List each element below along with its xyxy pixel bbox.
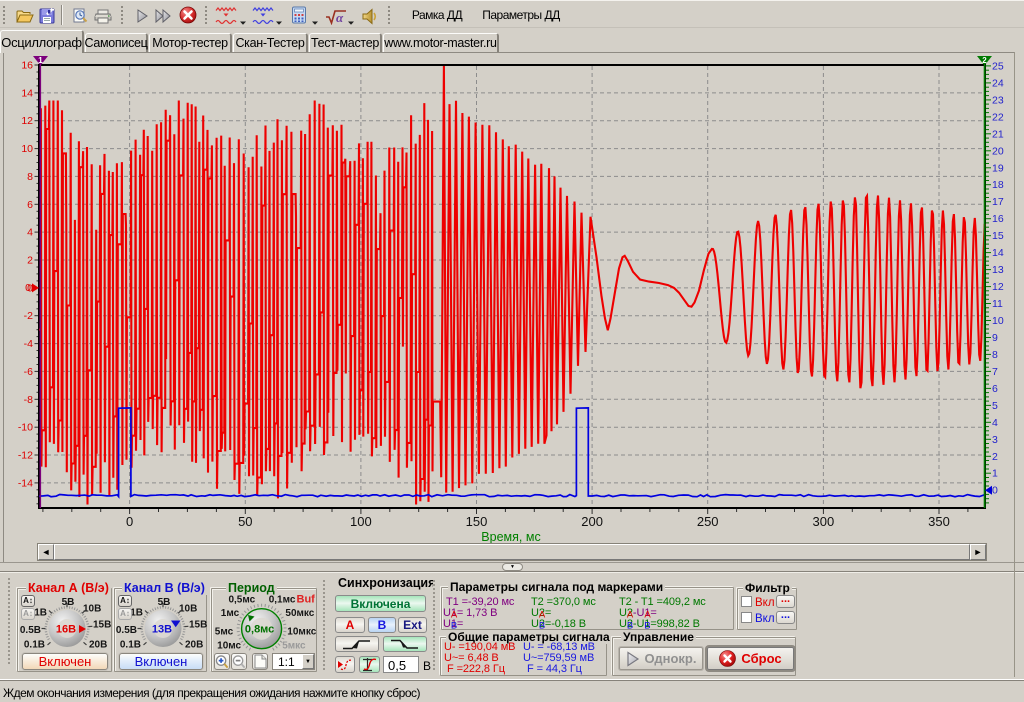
svg-text:300: 300 <box>813 514 835 529</box>
svg-text:6: 6 <box>992 383 998 395</box>
svg-text:20: 20 <box>992 145 1004 157</box>
svg-text:10мс: 10мс <box>217 641 241 652</box>
svg-text:16: 16 <box>21 60 33 72</box>
svg-text:10: 10 <box>21 143 33 155</box>
svg-text:0.5В: 0.5В <box>116 625 137 636</box>
svg-text:200: 200 <box>581 514 603 529</box>
svg-text:2: 2 <box>992 451 998 463</box>
svg-text:10мкс: 10мкс <box>287 626 316 637</box>
svg-text:0: 0 <box>27 282 33 294</box>
svg-text:12: 12 <box>21 115 33 127</box>
svg-text:5В: 5В <box>62 597 75 608</box>
svg-text:5мкс: 5мкс <box>282 641 306 652</box>
svg-text:22: 22 <box>992 111 1004 123</box>
svg-text:1В: 1В <box>130 608 143 619</box>
svg-text:α: α <box>336 10 344 25</box>
svg-text:0: 0 <box>25 282 31 294</box>
svg-text:10: 10 <box>992 315 1004 327</box>
svg-text:1В: 1В <box>34 608 47 619</box>
svg-text:350: 350 <box>928 514 950 529</box>
svg-text:16В: 16В <box>56 624 76 636</box>
svg-text:21: 21 <box>992 128 1004 140</box>
svg-text:19: 19 <box>992 162 1004 174</box>
svg-text:5мс: 5мс <box>215 626 234 637</box>
svg-text:2: 2 <box>27 255 33 267</box>
svg-text:-14: -14 <box>18 477 33 489</box>
svg-text:1мс: 1мс <box>221 608 240 619</box>
svg-text:-4: -4 <box>24 338 33 350</box>
svg-text:8: 8 <box>992 349 998 361</box>
svg-text:7: 7 <box>992 366 998 378</box>
svg-text:3: 3 <box>992 434 998 446</box>
svg-text:0,5мс: 0,5мс <box>228 594 255 605</box>
svg-text:11: 11 <box>992 298 1003 310</box>
svg-text:-2: -2 <box>24 310 33 322</box>
svg-text:250: 250 <box>697 514 719 529</box>
svg-text:14: 14 <box>21 87 33 99</box>
svg-text:8: 8 <box>27 171 33 183</box>
svg-text:16: 16 <box>992 213 1004 225</box>
svg-text:-10: -10 <box>18 422 33 434</box>
svg-text:10В: 10В <box>179 604 197 615</box>
svg-text:12: 12 <box>992 281 1004 293</box>
svg-text:0,1мс: 0,1мс <box>269 594 296 605</box>
svg-text:0,8мс: 0,8мс <box>245 624 274 636</box>
svg-text:100: 100 <box>350 514 372 529</box>
svg-text:2: 2 <box>982 56 987 65</box>
svg-text:13: 13 <box>992 264 1004 276</box>
svg-text:18: 18 <box>992 179 1004 191</box>
svg-text:24: 24 <box>992 77 1004 89</box>
svg-text:-8: -8 <box>24 394 33 406</box>
svg-text:15В: 15В <box>189 620 207 631</box>
svg-text:5В: 5В <box>158 597 171 608</box>
svg-text:17: 17 <box>992 196 1004 208</box>
svg-text:0.1В: 0.1В <box>120 640 141 651</box>
svg-text:1: 1 <box>38 56 43 65</box>
svg-text:14: 14 <box>992 247 1004 259</box>
svg-text:4: 4 <box>992 417 998 429</box>
svg-text:50: 50 <box>238 514 252 529</box>
svg-text:6: 6 <box>27 199 33 211</box>
svg-text:50мкс: 50мкс <box>285 608 314 619</box>
svg-text:5: 5 <box>992 400 998 412</box>
svg-text:23: 23 <box>992 94 1004 106</box>
svg-text:9: 9 <box>992 332 998 344</box>
svg-text:15: 15 <box>992 230 1004 242</box>
svg-text:4: 4 <box>27 227 33 239</box>
svg-text:25: 25 <box>992 60 1004 72</box>
svg-text:1: 1 <box>992 468 998 480</box>
svg-text:13В: 13В <box>152 624 172 636</box>
svg-text:10В: 10В <box>83 604 101 615</box>
svg-text:0: 0 <box>126 514 133 529</box>
svg-text:20В: 20В <box>89 640 107 651</box>
svg-text:0.1В: 0.1В <box>24 640 45 651</box>
svg-text:-12: -12 <box>18 450 33 462</box>
svg-text:15В: 15В <box>93 620 111 631</box>
svg-text:20В: 20В <box>185 640 203 651</box>
svg-text:0: 0 <box>992 485 998 497</box>
svg-text:Buf: Buf <box>297 593 316 605</box>
svg-text:-6: -6 <box>24 366 33 378</box>
svg-text:150: 150 <box>466 514 488 529</box>
svg-text:0.5В: 0.5В <box>20 625 41 636</box>
svg-text:Время, мс: Время, мс <box>481 530 540 544</box>
